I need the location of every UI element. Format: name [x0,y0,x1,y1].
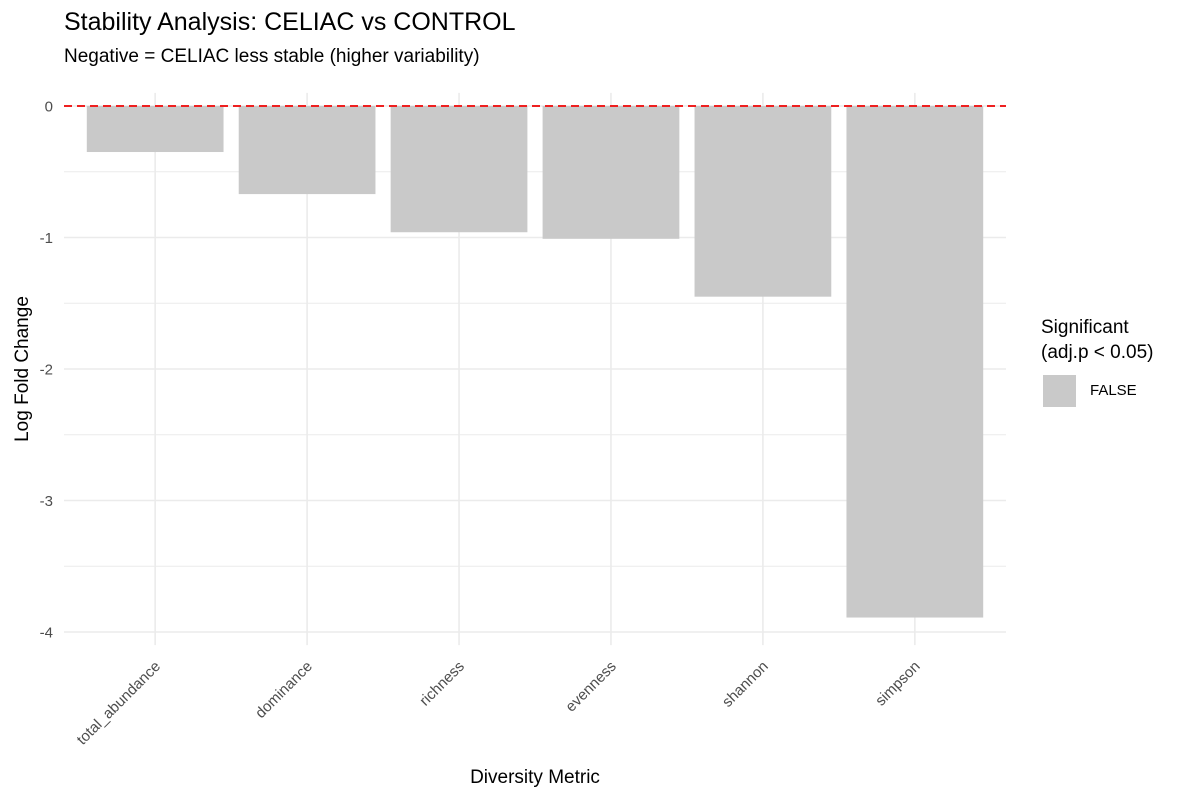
bar-dominance [238,106,376,195]
bars [86,106,984,618]
y-tick-labels: 0 -1 -2 -3 -4 [40,99,53,642]
x-tick-labels: total_abundance dominance richness evenness… [74,658,924,748]
y-tick-label: -3 [40,493,53,510]
bar-richness [390,106,528,233]
x-tick-label-shannon: shannon [719,658,772,711]
x-tick-label-total_abundance: total_abundance [74,658,164,748]
x-tick-label-simpson: simpson [872,658,924,710]
bar-total_abundance [86,106,224,153]
legend-title: Significant (adj.p < 0.05) [1041,315,1154,365]
y-tick-label: -2 [40,362,53,379]
x-tick-label-richness: richness [416,658,468,710]
x-tick-label-evenness: evenness [562,658,619,715]
y-tick-label: -4 [40,625,53,642]
bar-evenness [542,106,680,239]
bar-simpson [846,106,984,618]
legend-label-false: FALSE [1090,382,1137,399]
legend-title-line-1: Significant [1041,317,1129,338]
y-tick-label: 0 [45,99,53,116]
legend-swatch-false [1043,375,1076,407]
y-tick-label: -1 [40,230,53,247]
y-axis-title: Log Fold Change [12,296,33,442]
x-tick-label-dominance: dominance [252,658,316,722]
legend-title-line-2: (adj.p < 0.05) [1041,342,1154,363]
bar-shannon [694,106,832,297]
chart-subtitle: Negative = CELIAC less stable (higher va… [64,46,480,67]
chart-title: Stability Analysis: CELIAC vs CONTROL [64,8,516,36]
x-axis-title: Diversity Metric [470,767,600,788]
